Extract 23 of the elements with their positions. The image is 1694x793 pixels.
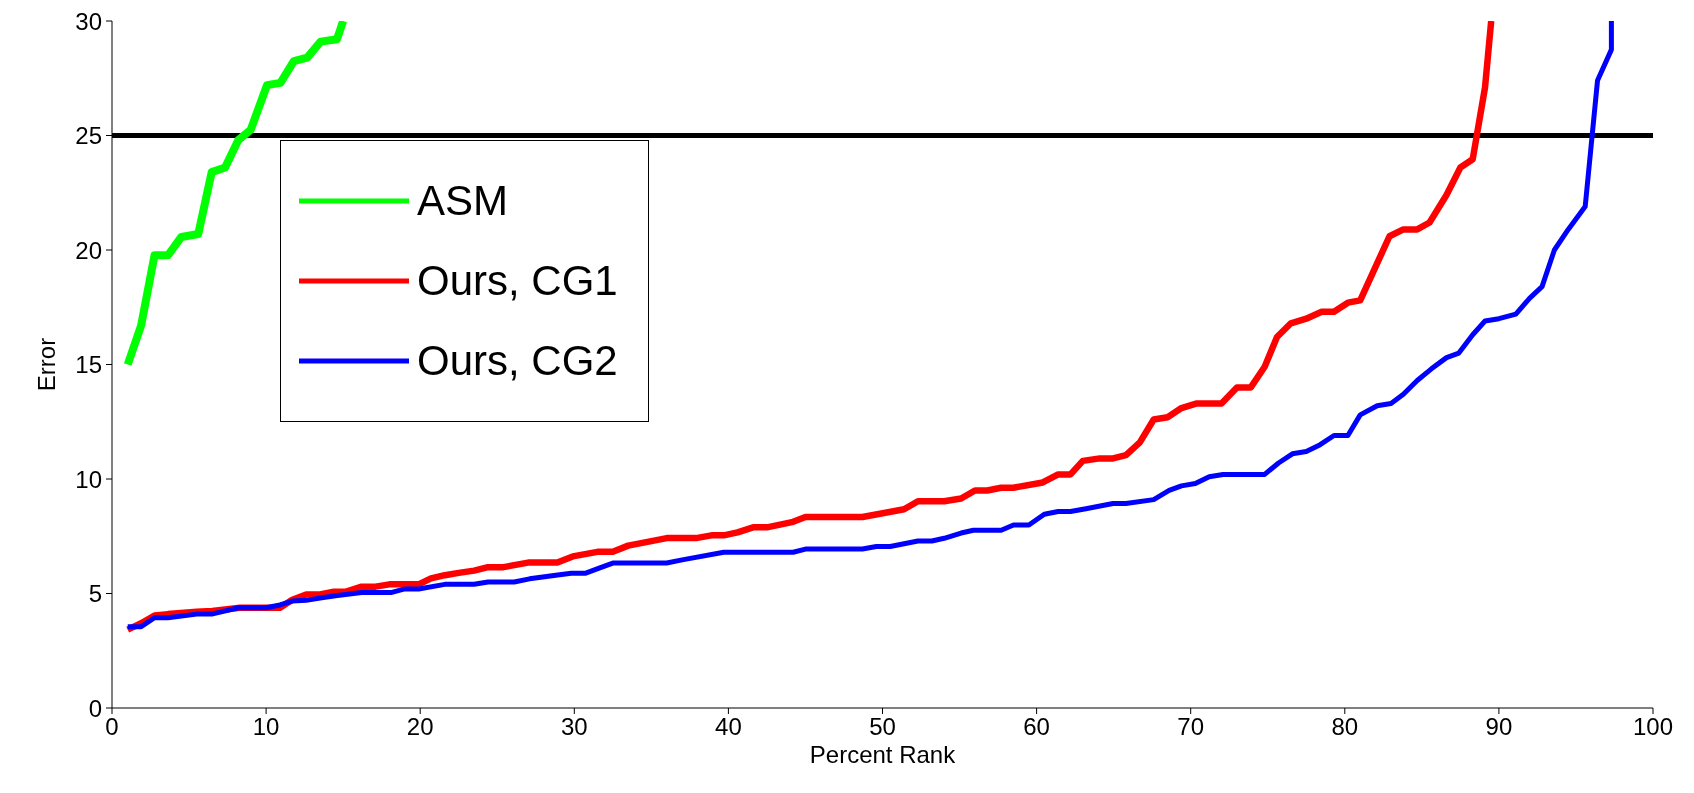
x-tick-label: 100 xyxy=(1632,713,1674,741)
y-tick-label: 25 xyxy=(75,122,102,150)
x-tick-label: 10 xyxy=(252,713,280,741)
y-tick-label: 20 xyxy=(75,236,102,264)
y-tick-label: 0 xyxy=(88,694,102,722)
legend-label: ASM xyxy=(417,177,509,225)
x-tick-label: 90 xyxy=(1485,713,1513,741)
y-tick-label: 15 xyxy=(75,351,102,379)
x-tick-label: 50 xyxy=(869,713,896,741)
x-tick-label: 30 xyxy=(560,713,588,741)
x-tick-label: 80 xyxy=(1331,713,1359,741)
x-tick-label: 20 xyxy=(406,713,434,741)
y-tick-label: 10 xyxy=(75,465,102,493)
x-tick-label: 0 xyxy=(105,713,119,741)
y-tick-label: 30 xyxy=(75,7,102,35)
x-tick-label: 70 xyxy=(1177,713,1205,741)
legend-label: Ours, CG2 xyxy=(417,337,618,385)
y-tick-label: 5 xyxy=(88,580,102,608)
x-tick-label: 40 xyxy=(715,713,742,741)
legend-label: Ours, CG1 xyxy=(417,257,618,305)
x-axis-title: Percent Rank xyxy=(809,741,957,768)
x-tick-label: 60 xyxy=(1023,713,1050,741)
y-axis-title: Error xyxy=(32,337,60,392)
